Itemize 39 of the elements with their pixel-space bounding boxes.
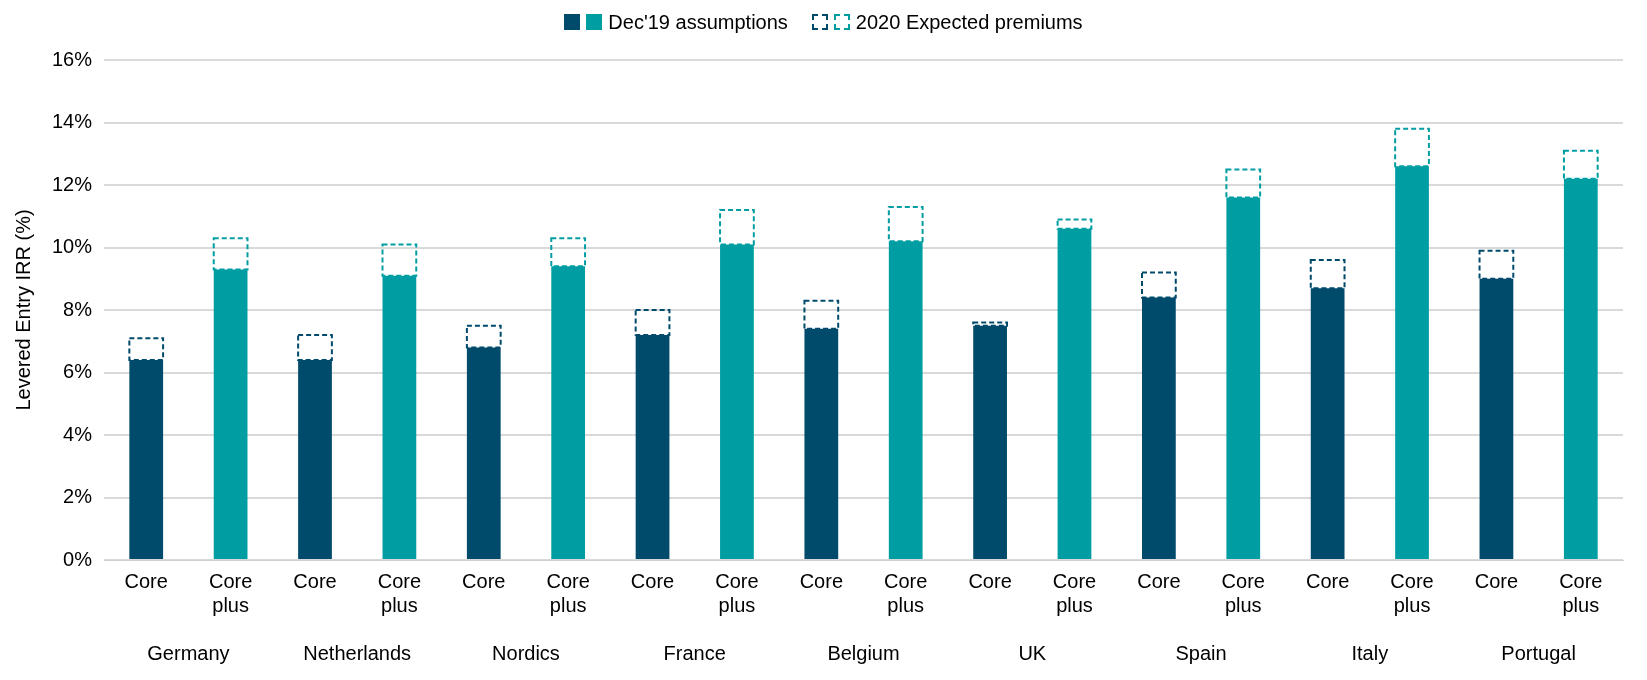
text: Portugal xyxy=(1501,641,1576,664)
y-tick-label: 0% xyxy=(63,547,93,570)
text: Italy xyxy=(1351,641,1389,664)
x-tick-label: Core xyxy=(799,569,843,592)
x-tick-label: Core plus xyxy=(377,569,422,616)
x-tick-label: Core plus xyxy=(546,569,590,616)
x-tick-label: Core plus xyxy=(1390,569,1434,616)
y-tick-label: 4% xyxy=(63,422,93,445)
y-tick-label: 12% xyxy=(52,172,93,195)
x-tick-label: Core plus xyxy=(208,569,253,616)
text: France xyxy=(663,641,726,664)
x-tick-label: Core xyxy=(1305,569,1350,592)
legend-label: Dec'19 assumptions xyxy=(608,10,788,34)
y-tick-label: 2% xyxy=(63,485,93,508)
y-tick-label: 14% xyxy=(52,110,93,133)
text: Nordics xyxy=(492,641,560,664)
x-tick-label: Core xyxy=(1474,569,1519,592)
text: Germany xyxy=(147,641,230,664)
x-tick-label: Core xyxy=(1137,569,1181,592)
x-tick-label: Core xyxy=(293,569,337,592)
y-axis-title: Levered Entry IRR (%) xyxy=(11,209,34,411)
y-tick-label: 16% xyxy=(52,47,93,70)
text: Belgium xyxy=(827,641,900,664)
y-tick-label: 10% xyxy=(52,235,93,258)
x-tick-label: Core plus xyxy=(1559,569,1603,616)
text: Netherlands xyxy=(303,641,412,664)
y-tick-label: 6% xyxy=(63,360,93,383)
x-tick-label: Core xyxy=(462,569,506,592)
text: UK xyxy=(1018,641,1047,664)
legend-label: 2020 Expected premiums xyxy=(855,10,1083,34)
x-tick-label: Core plus xyxy=(715,569,759,616)
x-tick-label: Core plus xyxy=(1221,569,1265,616)
x-tick-label: Core xyxy=(124,569,168,592)
x-tick-label: Core plus xyxy=(1052,569,1097,616)
x-tick-label: Core xyxy=(968,569,1012,592)
y-tick-label: 8% xyxy=(63,297,93,320)
text: Spain xyxy=(1175,641,1227,664)
x-tick-label: Core plus xyxy=(884,569,928,616)
x-tick-label: Core xyxy=(630,569,675,592)
